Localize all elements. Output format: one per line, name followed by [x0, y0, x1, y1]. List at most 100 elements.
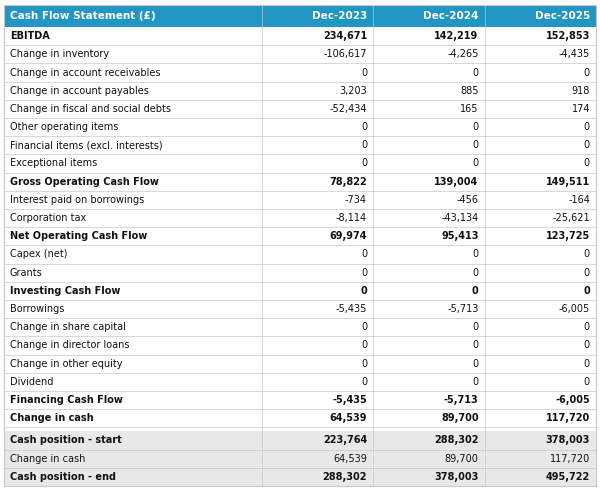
Text: Change in account payables: Change in account payables: [10, 86, 149, 96]
Text: 495,722: 495,722: [546, 472, 590, 482]
Text: Change in inventory: Change in inventory: [10, 49, 109, 59]
Text: 223,764: 223,764: [323, 436, 367, 446]
Text: 0: 0: [472, 286, 479, 296]
Text: -4,435: -4,435: [559, 49, 590, 59]
Text: -164: -164: [568, 195, 590, 205]
Text: Investing Cash Flow: Investing Cash Flow: [10, 286, 121, 296]
Text: -8,114: -8,114: [336, 213, 367, 223]
Text: Cash position - start: Cash position - start: [10, 436, 122, 446]
Bar: [4, 245, 596, 264]
Text: 0: 0: [584, 341, 590, 351]
Bar: [4, 227, 596, 245]
Text: -734: -734: [345, 195, 367, 205]
Bar: [4, 391, 596, 409]
Text: 95,413: 95,413: [441, 231, 479, 241]
Text: 0: 0: [472, 122, 479, 132]
Text: 165: 165: [460, 104, 479, 114]
Text: 0: 0: [472, 249, 479, 260]
Text: -106,617: -106,617: [323, 49, 367, 59]
Bar: [4, 209, 596, 227]
Text: 0: 0: [361, 249, 367, 260]
Text: Change in other equity: Change in other equity: [10, 359, 122, 369]
Text: 378,003: 378,003: [545, 436, 590, 446]
Text: Dec-2024: Dec-2024: [423, 11, 479, 21]
Text: 117,720: 117,720: [550, 454, 590, 464]
Text: Other operating items: Other operating items: [10, 122, 118, 132]
Text: 0: 0: [584, 67, 590, 77]
Text: 0: 0: [472, 359, 479, 369]
Text: 0: 0: [361, 122, 367, 132]
Text: 0: 0: [584, 122, 590, 132]
Bar: [4, 118, 596, 136]
Text: Net Operating Cash Flow: Net Operating Cash Flow: [10, 231, 147, 241]
Text: 0: 0: [472, 158, 479, 169]
Text: -5,435: -5,435: [335, 304, 367, 314]
Text: Change in fiscal and social debts: Change in fiscal and social debts: [10, 104, 171, 114]
Text: Dec-2025: Dec-2025: [535, 11, 590, 21]
Text: 288,302: 288,302: [434, 436, 479, 446]
Text: -456: -456: [457, 195, 479, 205]
Text: 0: 0: [472, 341, 479, 351]
Bar: [4, 450, 596, 468]
Text: Corporation tax: Corporation tax: [10, 213, 86, 223]
Text: 0: 0: [584, 377, 590, 387]
Text: -4,265: -4,265: [447, 49, 479, 59]
Text: -5,713: -5,713: [447, 304, 479, 314]
Bar: [4, 136, 596, 154]
Text: 0: 0: [361, 322, 367, 332]
Text: 0: 0: [584, 249, 590, 260]
Text: Interest paid on borrowings: Interest paid on borrowings: [10, 195, 144, 205]
Text: 174: 174: [571, 104, 590, 114]
Text: 89,700: 89,700: [441, 413, 479, 424]
Text: Grants: Grants: [10, 268, 43, 278]
Text: -6,005: -6,005: [555, 395, 590, 405]
Text: Exceptional items: Exceptional items: [10, 158, 97, 169]
Text: Dec-2023: Dec-2023: [312, 11, 367, 21]
Bar: [4, 432, 596, 450]
Text: 0: 0: [361, 341, 367, 351]
Text: 0: 0: [472, 377, 479, 387]
Text: 0: 0: [584, 140, 590, 150]
Text: 69,974: 69,974: [329, 231, 367, 241]
Text: EBITDA: EBITDA: [10, 31, 50, 41]
Text: 918: 918: [572, 86, 590, 96]
Text: 0: 0: [472, 322, 479, 332]
Bar: [4, 337, 596, 355]
Text: 0: 0: [584, 158, 590, 169]
Text: Cash Flow Statement (£): Cash Flow Statement (£): [10, 11, 155, 21]
Bar: [4, 264, 596, 282]
Text: 0: 0: [360, 286, 367, 296]
Bar: [4, 318, 596, 337]
Bar: [4, 409, 596, 428]
Text: 288,302: 288,302: [323, 472, 367, 482]
Bar: [4, 355, 596, 373]
Text: -6,005: -6,005: [559, 304, 590, 314]
Text: Change in account receivables: Change in account receivables: [10, 67, 161, 77]
Text: 234,671: 234,671: [323, 31, 367, 41]
Text: 142,219: 142,219: [434, 31, 479, 41]
Text: 3,203: 3,203: [339, 86, 367, 96]
Bar: [4, 373, 596, 391]
Text: 885: 885: [460, 86, 479, 96]
Bar: [4, 63, 596, 81]
Text: 0: 0: [584, 268, 590, 278]
Text: 0: 0: [584, 322, 590, 332]
Bar: [4, 100, 596, 118]
Bar: [4, 154, 596, 173]
Bar: [4, 27, 596, 45]
Text: 0: 0: [583, 286, 590, 296]
Text: 117,720: 117,720: [546, 413, 590, 424]
Text: Dividend: Dividend: [10, 377, 53, 387]
Bar: [4, 81, 596, 100]
Text: 0: 0: [361, 377, 367, 387]
Bar: [4, 300, 596, 318]
Text: Capex (net): Capex (net): [10, 249, 67, 260]
Text: 64,539: 64,539: [333, 454, 367, 464]
Text: 0: 0: [472, 67, 479, 77]
Text: 0: 0: [472, 268, 479, 278]
Text: 378,003: 378,003: [434, 472, 479, 482]
Text: -52,434: -52,434: [329, 104, 367, 114]
Bar: [4, 191, 596, 209]
Text: Change in cash: Change in cash: [10, 413, 94, 424]
Text: -25,621: -25,621: [553, 213, 590, 223]
